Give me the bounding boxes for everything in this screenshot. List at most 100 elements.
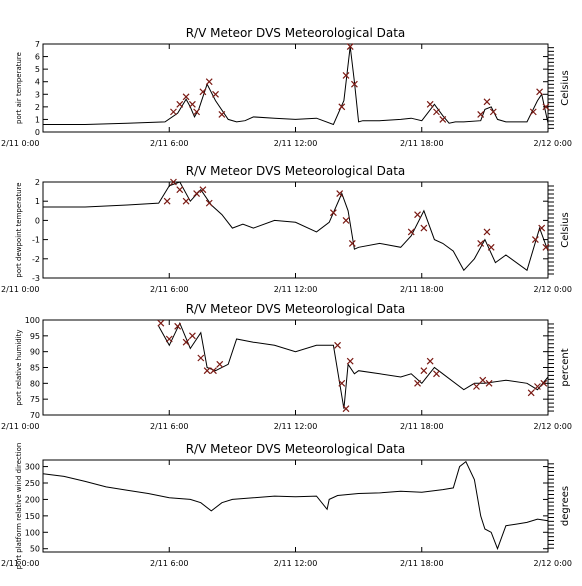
flag-marker (193, 108, 201, 116)
y-axis-label: port relative humidity (15, 329, 23, 405)
flag-marker (218, 110, 226, 118)
flag-marker (193, 190, 201, 197)
plot-frame (42, 319, 549, 416)
flag-marker (433, 108, 440, 116)
flag-marker (540, 379, 548, 387)
x-tick-label: 2/11 18:00 (400, 422, 444, 431)
y-tick-label: 7 (35, 40, 40, 49)
x-tick-label: 2/11 12:00 (274, 139, 318, 148)
flag-marker (531, 236, 539, 244)
chart-panel-3: R/V Meteor DVS Meteorological Data 70 75 80… (1, 302, 572, 431)
chart-title: R/V Meteor DVS Meteorological Data (186, 302, 406, 316)
flag-marker (203, 367, 211, 375)
y-tick-label: 100 (25, 316, 40, 325)
y-tick-label: 75 (30, 395, 40, 404)
x-tick-label: 2/11 12:00 (274, 559, 318, 568)
flag-marker (538, 224, 546, 232)
flag-marker (338, 103, 346, 111)
flag-marker (336, 190, 344, 197)
x-tick-label: 2/12 0:00 (534, 559, 572, 568)
flag-marker (346, 43, 354, 50)
x-tick-label: 2/11 0:00 (1, 422, 39, 431)
flag-marker (210, 367, 217, 375)
flag-marker (348, 240, 356, 247)
x-tick-label: 2/11 18:00 (400, 139, 444, 148)
x-tick-label: 2/11 18:00 (400, 285, 444, 294)
flag-marker (170, 178, 177, 186)
x-tick-label: 2/11 12:00 (274, 285, 318, 294)
data-series-line (158, 321, 549, 409)
flag-marker (216, 360, 224, 368)
flag-marker (176, 186, 184, 194)
y-tick-label: 1 (35, 115, 40, 124)
flag-marker (346, 357, 354, 365)
flag-marker (182, 197, 190, 205)
flag-marker (487, 243, 495, 251)
data-series-line (43, 181, 549, 272)
flag-marker (477, 240, 485, 247)
flag-marker (199, 88, 207, 96)
flag-marker (527, 389, 535, 397)
flag-marker (542, 243, 550, 251)
y-tick-label: 1 (35, 197, 40, 206)
flag-marker (542, 103, 550, 111)
flag-marker (477, 110, 485, 118)
chart-title: R/V Meteor DVS Meteorological Data (186, 26, 406, 40)
flag-marker (342, 216, 350, 224)
y-tick-label: 5 (35, 65, 40, 74)
data-series-line (43, 46, 549, 126)
flag-marker (329, 209, 337, 217)
flag-marker (174, 322, 182, 330)
flag-marker (199, 186, 207, 194)
y-tick-label: 95 (30, 332, 40, 341)
x-tick-label: 2/11 6:00 (150, 422, 188, 431)
flag-marker (350, 80, 358, 88)
flag-marker (205, 199, 213, 207)
chart-panel-4: R/V Meteor DVS Meteorological Data 50 100 1… (1, 442, 572, 569)
flag-marker (212, 90, 219, 98)
plot-frame (42, 43, 549, 133)
flag-marker (426, 357, 434, 365)
x-tick-label: 2/11 18:00 (400, 559, 444, 568)
flag-marker (483, 228, 491, 236)
flag-marker (205, 78, 213, 86)
flag-marker (338, 379, 346, 387)
flag-marker (342, 405, 350, 413)
chart-panel-2: R/V Meteor DVS Meteorological Data -3 -2 -1… (1, 164, 572, 294)
y-tick-label: -1 (32, 236, 40, 245)
y-tick-label: 2 (35, 178, 40, 187)
flag-marker (439, 116, 447, 123)
flag-marker (414, 211, 421, 219)
x-tick-label: 2/12 0:00 (534, 285, 572, 294)
y-tick-label: 150 (25, 512, 40, 521)
units-label: Celsius (560, 70, 571, 105)
x-tick-label: 2/11 0:00 (1, 285, 39, 294)
y-tick-label: 3 (35, 90, 40, 99)
flag-marker (334, 341, 342, 349)
y-tick-label: -3 (32, 274, 40, 283)
y-axis-label: port air temperature (15, 52, 23, 124)
y-tick-label: 0 (35, 216, 40, 225)
y-tick-label: 50 (30, 545, 40, 554)
x-tick-label: 2/11 0:00 (1, 559, 39, 568)
y-tick-label: 90 (30, 348, 40, 357)
chart-title: R/V Meteor DVS Meteorological Data (186, 164, 406, 178)
y-tick-label: 6 (35, 53, 40, 62)
flag-marker (176, 100, 184, 108)
units-label: degrees (560, 486, 571, 526)
y-tick-label: 70 (30, 411, 40, 420)
flag-marker (420, 224, 428, 232)
plot-frame (42, 459, 549, 553)
y-tick-label: 0 (35, 128, 40, 137)
flag-marker (170, 108, 177, 116)
x-tick-label: 2/11 6:00 (150, 285, 188, 294)
y-tick-label: 100 (25, 528, 40, 537)
x-tick-label: 2/11 12:00 (274, 422, 318, 431)
units-label: Celsius (560, 212, 571, 247)
y-tick-label: 85 (30, 364, 40, 373)
flag-marker (420, 367, 428, 375)
flag-marker (182, 338, 190, 346)
y-tick-label: 80 (30, 379, 40, 388)
chart-title: R/V Meteor DVS Meteorological Data (186, 442, 406, 456)
